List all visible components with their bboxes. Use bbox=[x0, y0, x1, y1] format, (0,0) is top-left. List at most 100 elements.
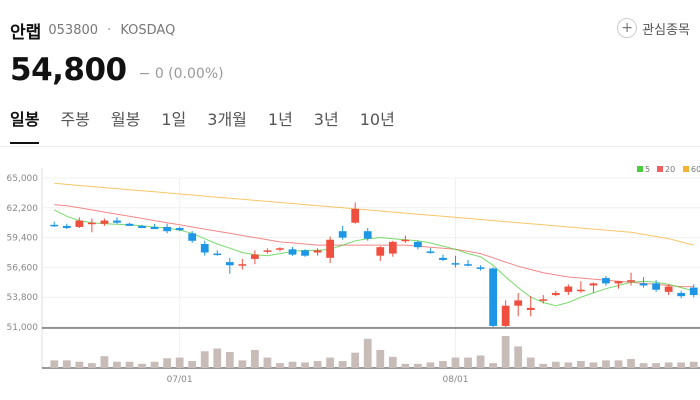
candle-body bbox=[50, 224, 59, 227]
tab-weekly[interactable]: 주봉 bbox=[60, 110, 90, 129]
volume-bar bbox=[313, 361, 322, 368]
y-tick-label: 59,400 bbox=[7, 234, 39, 244]
period-tabs: 일봉 주봉 월봉 1일 3개월 1년 3년 10년 bbox=[10, 106, 416, 144]
y-tick-label: 56,600 bbox=[7, 263, 39, 273]
tab-3month[interactable]: 3개월 bbox=[207, 110, 247, 129]
candle-body bbox=[526, 307, 535, 310]
tab-1day[interactable]: 1일 bbox=[161, 110, 187, 129]
volume-bar bbox=[288, 361, 297, 368]
current-price: 54,800 bbox=[10, 52, 127, 88]
tab-daily[interactable]: 일봉 bbox=[10, 106, 40, 144]
tab-monthly[interactable]: 월봉 bbox=[110, 110, 141, 129]
tab-divider bbox=[0, 146, 700, 147]
volume-bar bbox=[439, 361, 447, 368]
candle-body bbox=[225, 262, 234, 266]
candle-body bbox=[413, 241, 422, 248]
y-tick-label: 62,200 bbox=[7, 204, 39, 214]
volume-bar bbox=[376, 349, 385, 368]
candle-body bbox=[301, 250, 309, 256]
candle-body bbox=[376, 247, 385, 256]
x-tick-label: 07/01 bbox=[167, 375, 193, 385]
candle-body bbox=[564, 286, 573, 292]
legend-swatch bbox=[683, 166, 689, 172]
candle-body bbox=[150, 226, 159, 230]
tab-1year[interactable]: 1년 bbox=[267, 110, 293, 129]
volume-bar bbox=[276, 363, 284, 368]
volume-bar bbox=[125, 361, 134, 368]
volume-bar bbox=[526, 357, 535, 368]
candle-body bbox=[326, 239, 335, 258]
volume-bar bbox=[426, 362, 435, 368]
volume-bar bbox=[677, 362, 686, 368]
candle-body bbox=[451, 263, 460, 265]
y-tick-label: 65,000 bbox=[7, 174, 39, 184]
candle-body bbox=[276, 248, 284, 250]
volume-bar bbox=[301, 362, 309, 368]
market-name: KOSDAQ bbox=[120, 23, 176, 38]
watchlist-button[interactable]: + 관심종목 bbox=[617, 18, 690, 38]
candle-body bbox=[62, 225, 71, 229]
volume-bar bbox=[514, 346, 523, 368]
price-row: 54,800 − 0 (0.00%) bbox=[10, 50, 224, 86]
volume-bar bbox=[238, 360, 247, 368]
volume-bar bbox=[388, 356, 397, 368]
volume-bar bbox=[576, 361, 585, 368]
candle-body bbox=[589, 283, 598, 286]
stock-name: 안랩 bbox=[10, 23, 42, 43]
candle-body bbox=[677, 292, 686, 297]
candle-body bbox=[75, 220, 84, 227]
candle-body bbox=[476, 267, 485, 269]
ma5-line bbox=[54, 209, 694, 307]
candle-body bbox=[213, 253, 222, 256]
candle-body bbox=[439, 257, 447, 260]
volume-bar bbox=[363, 338, 372, 368]
candle-body bbox=[539, 299, 548, 301]
volume-bar bbox=[639, 363, 648, 368]
legend-label: 60 bbox=[691, 165, 700, 174]
volume-bar bbox=[401, 363, 410, 368]
candle-body bbox=[363, 231, 372, 239]
volume-bar bbox=[188, 361, 197, 368]
volume-bar bbox=[551, 361, 560, 368]
volume-bar bbox=[50, 360, 59, 368]
candle-body bbox=[100, 220, 109, 224]
candle-body bbox=[464, 264, 472, 266]
candle-body bbox=[388, 241, 397, 254]
volume-bar bbox=[163, 358, 172, 368]
volume-bar bbox=[351, 352, 360, 368]
plus-icon: + bbox=[617, 18, 638, 38]
legend-swatch bbox=[657, 166, 663, 172]
candle-body bbox=[138, 225, 146, 229]
volume-bar bbox=[175, 357, 184, 368]
volume-bar bbox=[689, 361, 698, 368]
y-tick-label: 53,800 bbox=[7, 293, 39, 303]
candle-body bbox=[489, 268, 498, 326]
candle-body bbox=[576, 289, 585, 292]
candle-body bbox=[664, 286, 673, 292]
price-change: − 0 (0.00%) bbox=[138, 66, 224, 82]
legend-swatch bbox=[637, 166, 643, 172]
candle-body bbox=[288, 249, 297, 255]
volume-bar bbox=[602, 360, 610, 368]
volume-bar bbox=[413, 363, 422, 368]
candle-body bbox=[652, 283, 661, 290]
candle-body bbox=[313, 250, 322, 253]
candle-body bbox=[351, 208, 360, 223]
stock-header: 안랩 053800 · KOSDAQ + 관심종목 bbox=[10, 18, 690, 43]
volume-bar bbox=[225, 352, 234, 368]
volume-bar bbox=[200, 351, 209, 368]
legend-label: 5 bbox=[645, 165, 650, 174]
candle-body bbox=[689, 287, 698, 296]
tab-10year[interactable]: 10년 bbox=[359, 110, 395, 129]
volume-bar bbox=[627, 358, 635, 368]
candle-body bbox=[163, 226, 172, 232]
volume-bar bbox=[464, 357, 472, 368]
volume-bar bbox=[476, 355, 485, 368]
ma60-line bbox=[54, 182, 694, 246]
candle-body bbox=[125, 223, 134, 226]
separator-dot: · bbox=[107, 23, 112, 38]
candle-body bbox=[250, 254, 259, 259]
tab-3year[interactable]: 3년 bbox=[313, 110, 339, 129]
stock-code: 053800 bbox=[48, 23, 99, 38]
